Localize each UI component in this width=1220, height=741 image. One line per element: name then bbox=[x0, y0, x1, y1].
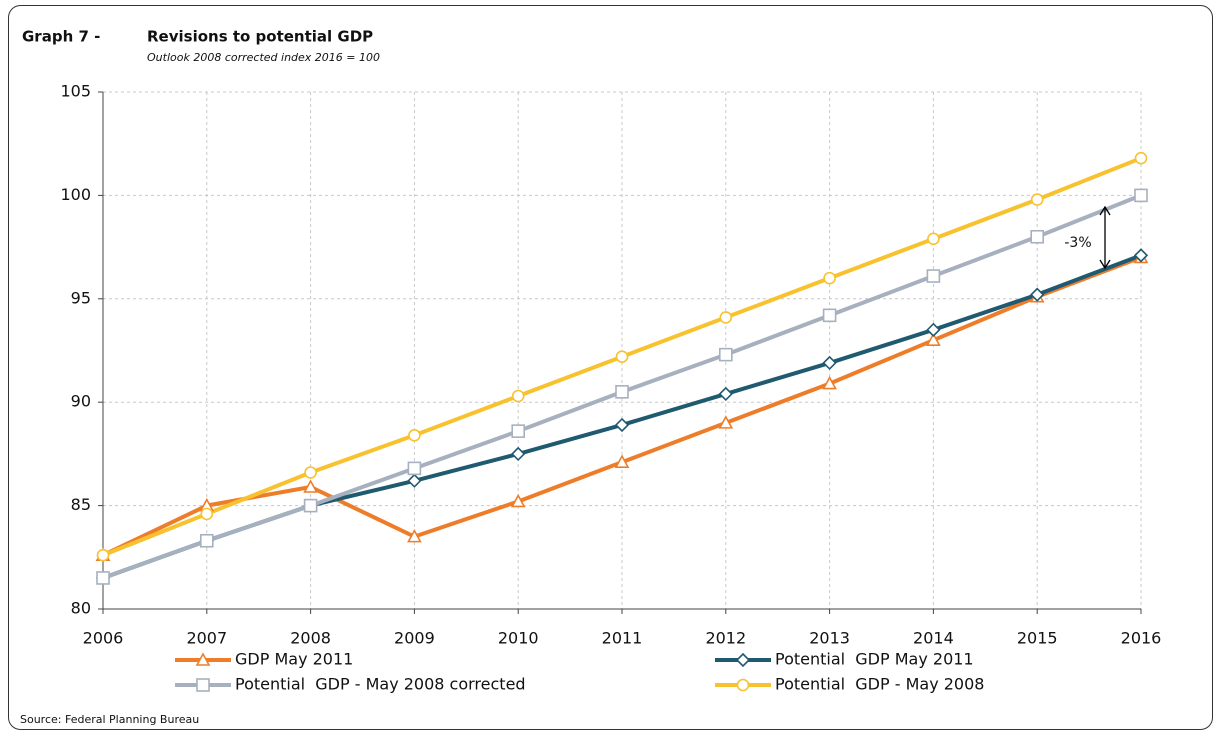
annotation-arrowhead bbox=[1099, 205, 1111, 270]
legend-marker bbox=[196, 678, 210, 692]
marker bbox=[1030, 287, 1045, 302]
annotation-bg bbox=[1058, 232, 1098, 254]
marker bbox=[718, 347, 733, 362]
marker bbox=[614, 417, 630, 433]
x-tick-label: 2014 bbox=[913, 629, 954, 648]
marker bbox=[1134, 188, 1148, 203]
marker bbox=[823, 271, 836, 285]
title-label: Graph 7 - bbox=[22, 28, 100, 46]
marker bbox=[926, 322, 941, 337]
marker bbox=[510, 493, 526, 508]
marker bbox=[718, 415, 734, 429]
marker bbox=[615, 350, 629, 364]
marker bbox=[822, 375, 837, 390]
marker bbox=[926, 269, 941, 283]
chart-frame bbox=[8, 5, 1213, 730]
legend-label: GDP May 2011 bbox=[235, 650, 353, 669]
y-tick-label: 90 bbox=[71, 392, 91, 411]
chart-subtitle: Outlook 2008 corrected index 2016 = 100 bbox=[147, 51, 380, 64]
legend-marker bbox=[736, 678, 750, 692]
legend-marker bbox=[735, 652, 751, 668]
x-tick-label: 2011 bbox=[602, 629, 643, 648]
marker bbox=[1133, 248, 1149, 263]
annotation: -3% bbox=[1064, 235, 1091, 251]
x-tick-label: 2013 bbox=[809, 629, 850, 648]
marker bbox=[1030, 229, 1044, 244]
marker bbox=[614, 454, 630, 468]
marker bbox=[407, 528, 422, 543]
marker bbox=[407, 473, 422, 488]
x-tick-label: 2010 bbox=[498, 629, 539, 648]
chart-title: Revisions to potential GDP bbox=[147, 28, 373, 46]
marker bbox=[200, 507, 214, 521]
legend-label: Potential GDP - May 2008 corrected bbox=[235, 675, 526, 694]
marker bbox=[719, 311, 733, 324]
x-tick-label: 2007 bbox=[186, 629, 227, 648]
marker bbox=[511, 424, 526, 438]
y-tick-label: 100 bbox=[60, 185, 91, 204]
marker bbox=[718, 386, 733, 402]
marker bbox=[303, 498, 318, 513]
marker bbox=[303, 479, 318, 493]
marker bbox=[927, 232, 940, 246]
marker bbox=[1134, 151, 1148, 165]
marker bbox=[407, 461, 422, 476]
x-tick-label: 2006 bbox=[83, 629, 124, 648]
legend-marker bbox=[195, 652, 211, 666]
legend-label: Potential GDP - May 2008 bbox=[775, 675, 984, 694]
x-tick-label: 2009 bbox=[394, 629, 435, 648]
y-tick-label: 95 bbox=[71, 288, 91, 307]
y-tick-label: 80 bbox=[71, 599, 91, 618]
x-tick-label: 2012 bbox=[705, 629, 746, 648]
y-tick-label: 105 bbox=[60, 82, 91, 101]
legend-label: Potential GDP May 2011 bbox=[775, 650, 974, 669]
x-tick-label: 2016 bbox=[1121, 629, 1162, 648]
marker bbox=[408, 428, 421, 442]
x-tick-label: 2008 bbox=[290, 629, 331, 648]
y-tick-label: 85 bbox=[71, 495, 91, 514]
marker bbox=[926, 332, 941, 346]
marker bbox=[200, 533, 214, 548]
marker bbox=[96, 571, 110, 585]
marker bbox=[511, 446, 526, 462]
marker bbox=[1030, 193, 1044, 206]
marker bbox=[822, 355, 837, 371]
x-tick-label: 2015 bbox=[1017, 629, 1058, 648]
marker bbox=[511, 389, 525, 403]
marker bbox=[822, 308, 837, 323]
marker bbox=[615, 385, 629, 399]
marker bbox=[304, 466, 317, 479]
source: Source: Federal Planning Bureau bbox=[20, 713, 199, 726]
marker bbox=[96, 548, 110, 562]
